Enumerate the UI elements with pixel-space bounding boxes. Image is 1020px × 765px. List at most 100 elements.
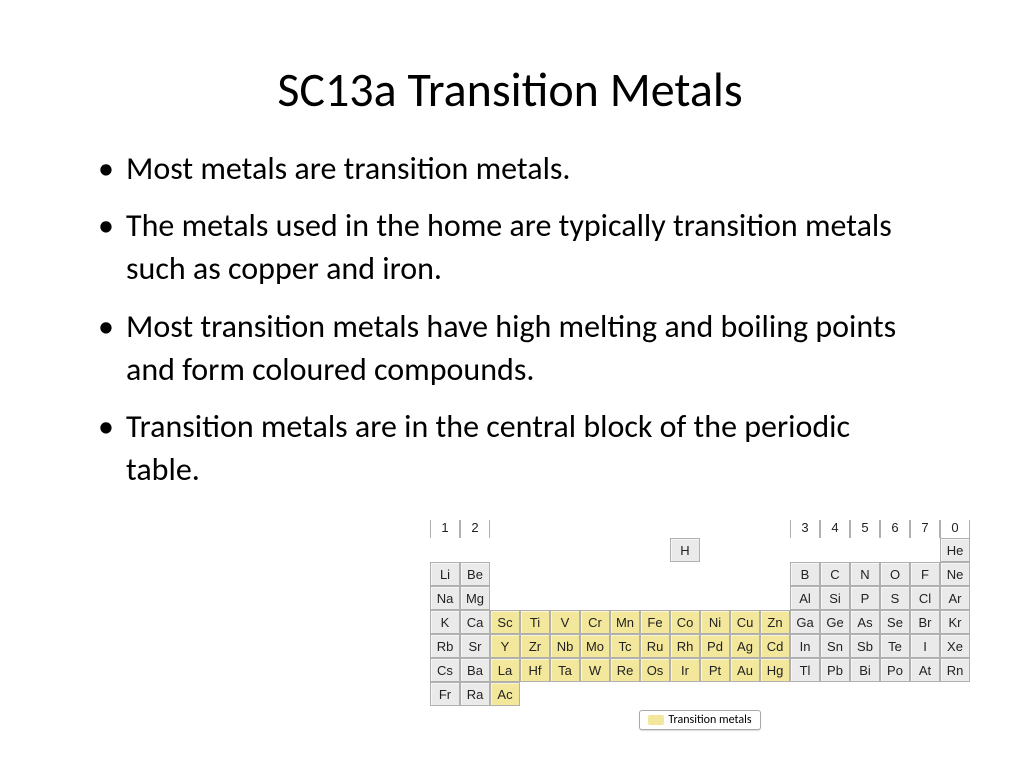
element-cell: W <box>580 658 610 682</box>
empty-cell <box>820 682 850 706</box>
empty-cell <box>610 562 640 586</box>
group-label <box>520 520 550 538</box>
element-cell: Pd <box>700 634 730 658</box>
element-cell: Sn <box>820 634 850 658</box>
empty-cell <box>640 682 670 706</box>
legend-item: Transition metals <box>639 710 760 730</box>
element-cell: Au <box>730 658 760 682</box>
element-cell: C <box>820 562 850 586</box>
legend-swatch <box>648 715 664 725</box>
element-cell: Tc <box>610 634 640 658</box>
element-cell: Cs <box>430 658 460 682</box>
empty-cell <box>550 562 580 586</box>
periodic-table-row: KCaScTiVCrMnFeCoNiCuZnGaGeAsSeBrKr <box>430 610 970 634</box>
empty-cell <box>910 538 940 562</box>
element-cell: Rn <box>940 658 970 682</box>
bullet-item: Transition metals are in the central blo… <box>90 405 930 491</box>
group-label: 1 <box>430 520 460 538</box>
bullet-list: Most metals are transition metals. The m… <box>90 147 930 491</box>
element-cell: Ac <box>490 682 520 706</box>
element-cell: Tl <box>790 658 820 682</box>
empty-cell <box>940 682 970 706</box>
element-cell: Te <box>880 634 910 658</box>
group-label <box>760 520 790 538</box>
empty-cell <box>850 682 880 706</box>
empty-cell <box>460 538 490 562</box>
element-cell: Sb <box>850 634 880 658</box>
element-cell: Co <box>670 610 700 634</box>
element-cell: Ga <box>790 610 820 634</box>
slide: SC13a Transition Metals Most metals are … <box>0 0 1020 765</box>
element-cell: Ti <box>520 610 550 634</box>
element-cell: Ne <box>940 562 970 586</box>
element-cell: Ru <box>640 634 670 658</box>
element-cell: Ba <box>460 658 490 682</box>
empty-cell <box>580 562 610 586</box>
group-label <box>580 520 610 538</box>
element-cell: V <box>550 610 580 634</box>
empty-cell <box>730 586 760 610</box>
element-cell: Cu <box>730 610 760 634</box>
element-cell: Zn <box>760 610 790 634</box>
empty-cell <box>760 682 790 706</box>
empty-cell <box>640 538 670 562</box>
empty-cell <box>790 682 820 706</box>
element-cell: Ta <box>550 658 580 682</box>
group-label: 4 <box>820 520 850 538</box>
element-cell: Rb <box>430 634 460 658</box>
empty-cell <box>580 682 610 706</box>
element-cell: Re <box>610 658 640 682</box>
group-labels-row: 12345670 <box>430 520 970 538</box>
element-cell: Zr <box>520 634 550 658</box>
group-label: 2 <box>460 520 490 538</box>
element-cell: Ni <box>700 610 730 634</box>
element-cell: Se <box>880 610 910 634</box>
periodic-table: 12345670HHeLiBeBCNOFNeNaMgAlSiPSClArKCaS… <box>430 520 970 730</box>
element-cell: H <box>670 538 700 562</box>
element-cell: In <box>790 634 820 658</box>
empty-cell <box>820 538 850 562</box>
empty-cell <box>670 586 700 610</box>
empty-cell <box>730 538 760 562</box>
empty-cell <box>490 586 520 610</box>
element-cell: As <box>850 610 880 634</box>
bullet-item: Most transition metals have high melting… <box>90 305 930 391</box>
group-label <box>730 520 760 538</box>
empty-cell <box>700 586 730 610</box>
group-label <box>700 520 730 538</box>
empty-cell <box>520 682 550 706</box>
element-cell: K <box>430 610 460 634</box>
element-cell: Fe <box>640 610 670 634</box>
group-label <box>490 520 520 538</box>
empty-cell <box>640 586 670 610</box>
element-cell: Y <box>490 634 520 658</box>
element-cell: Mo <box>580 634 610 658</box>
empty-cell <box>520 586 550 610</box>
element-cell: Mg <box>460 586 490 610</box>
periodic-table-row: CsBaLaHfTaWReOsIrPtAuHgTlPbBiPoAtRn <box>430 658 970 682</box>
empty-cell <box>760 538 790 562</box>
periodic-table-row: HHe <box>430 538 970 562</box>
empty-cell <box>490 562 520 586</box>
element-cell: B <box>790 562 820 586</box>
element-cell: Sc <box>490 610 520 634</box>
element-cell: N <box>850 562 880 586</box>
element-cell: Ar <box>940 586 970 610</box>
group-label <box>670 520 700 538</box>
element-cell: Xe <box>940 634 970 658</box>
empty-cell <box>700 562 730 586</box>
element-cell: O <box>880 562 910 586</box>
element-cell: Fr <box>430 682 460 706</box>
empty-cell <box>760 562 790 586</box>
empty-cell <box>670 682 700 706</box>
empty-cell <box>550 586 580 610</box>
element-cell: Mn <box>610 610 640 634</box>
element-cell: Sr <box>460 634 490 658</box>
legend-label: Transition metals <box>668 713 751 727</box>
empty-cell <box>670 562 700 586</box>
element-cell: Pt <box>700 658 730 682</box>
empty-cell <box>880 538 910 562</box>
element-cell: Rh <box>670 634 700 658</box>
empty-cell <box>550 538 580 562</box>
empty-cell <box>880 682 910 706</box>
